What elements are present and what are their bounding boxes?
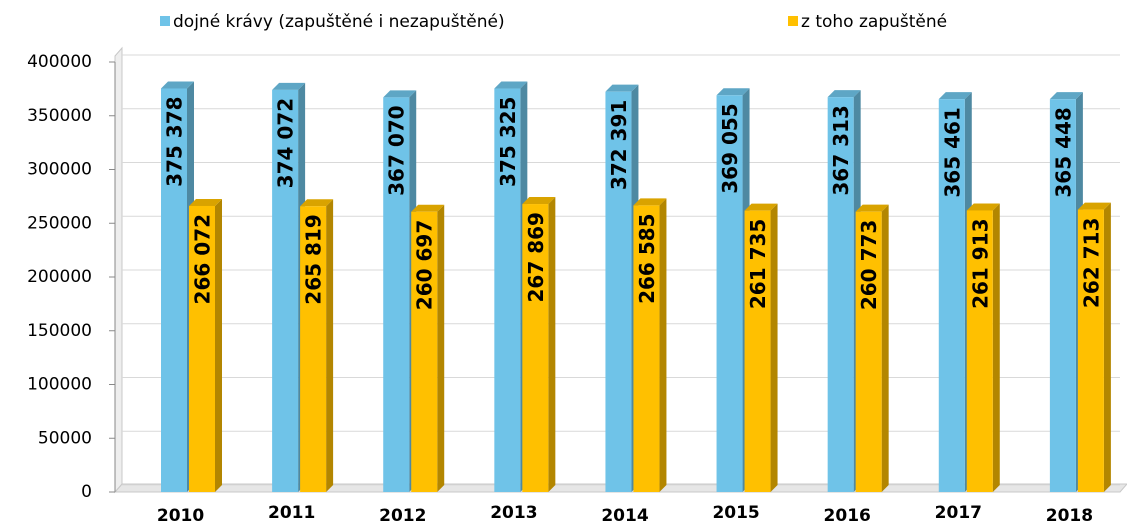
bar-top [161,81,194,89]
bar [300,206,327,492]
data-label: 375 325 [496,97,520,187]
bar-top [494,81,528,89]
bar [494,88,521,492]
legend-label: dojné krávy (zapuštěné i nezapuštěné) [173,12,505,32]
bar-side [770,203,778,492]
bar-top [383,90,417,98]
x-tick-label: 2012 [379,506,426,526]
bar [383,97,410,492]
bar-side [1103,202,1111,492]
data-label: 365 448 [1051,107,1075,197]
bar-side [659,198,667,492]
y-tick-label: 200000 [27,267,92,287]
bar-top [938,92,972,100]
x-tick-label: 2017 [935,503,982,523]
bar [161,88,187,492]
bar [605,91,632,492]
data-label: 261 735 [746,219,770,309]
bar [1049,99,1076,492]
y-tick-label: 100000 [27,375,92,395]
bar-top [633,198,667,206]
side-wall [114,46,123,494]
y-tick-label: 350000 [27,106,92,126]
bar-top [522,197,556,205]
x-tick-label: 2011 [268,503,315,523]
bar-top [1077,202,1111,210]
bar-top [744,203,778,211]
x-tick-label: 2013 [490,503,537,523]
data-label: 367 313 [829,105,853,195]
data-label: 367 070 [385,105,409,195]
bar [272,89,299,493]
data-label: 267 869 [524,212,548,302]
y-tick-label: 300000 [27,160,92,180]
bar [938,99,965,492]
y-tick-label: 400000 [27,52,92,72]
x-tick-label: 2014 [601,506,648,526]
x-tick-label: 2018 [1046,506,1093,526]
y-tick-label: 0 [81,482,92,502]
bar [827,97,854,493]
data-label: 260 697 [413,220,437,310]
legend-swatch [788,16,798,26]
data-label: 369 055 [718,103,742,193]
data-label: 372 391 [607,100,631,190]
bar-side [437,204,445,492]
bar [966,210,993,492]
y-tick-label: 50000 [38,428,92,448]
bar [1077,209,1104,492]
data-label: 260 773 [857,220,881,310]
bar-top [1049,92,1083,100]
legend-label: z toho zapuštěné [801,12,947,32]
bar-top [189,198,222,206]
data-label: 266 072 [191,214,215,304]
bar-top [855,204,889,212]
bar-side [215,198,222,492]
legend-swatch [160,16,170,26]
bar-side [881,204,889,493]
data-label: 266 585 [635,213,659,303]
x-tick-label: 2016 [824,506,871,526]
bar-top [411,204,445,212]
bar-side [992,203,1000,492]
bar [716,95,743,493]
data-label: 261 913 [968,218,992,308]
y-tick-label: 150000 [27,321,92,341]
bar-top [300,199,334,207]
bar-top [272,82,306,90]
bar-top [827,90,861,98]
y-tick-label: 250000 [27,213,92,233]
bar [633,205,660,492]
data-label: 365 461 [940,107,964,197]
data-label: 265 819 [302,214,326,304]
bar-top [716,88,750,96]
bar [744,210,771,492]
x-tick-label: 2010 [157,506,204,526]
data-label: 262 713 [1079,218,1103,308]
data-label: 375 378 [163,96,187,186]
bar [855,211,882,493]
data-label: 374 072 [274,98,298,188]
bar-top [605,84,639,92]
x-tick-label: 2015 [712,503,759,523]
bar-side [326,199,334,492]
bar [522,204,549,492]
bar-side [548,197,556,492]
bar [189,205,215,492]
bar [411,211,438,492]
bar-top [966,203,1000,211]
